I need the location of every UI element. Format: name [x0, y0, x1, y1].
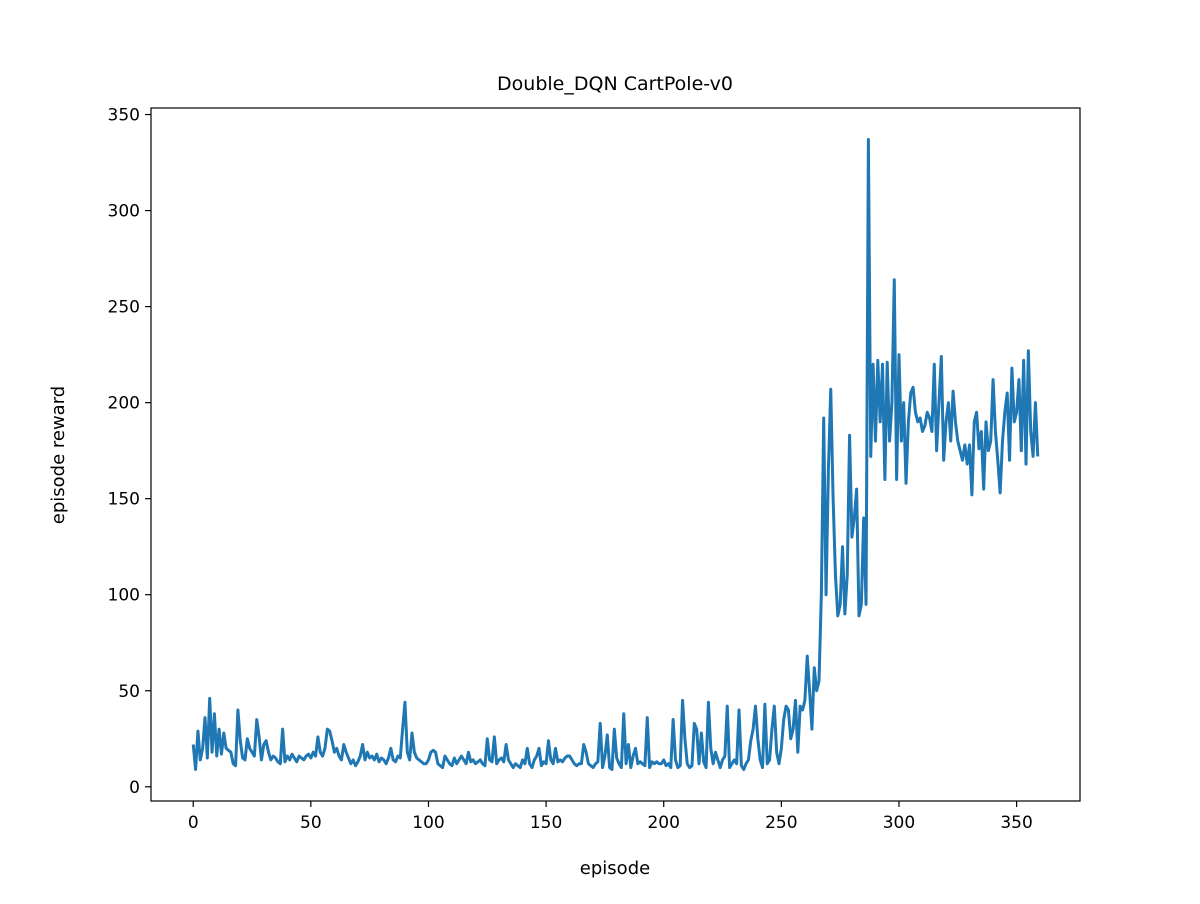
y-tick-label: 250 — [108, 298, 140, 318]
x-tick-label: 150 — [530, 813, 562, 833]
plot-area — [191, 138, 1040, 771]
x-tick-label: 300 — [883, 813, 915, 833]
series-line-0 — [191, 138, 1040, 771]
x-tick-label: 200 — [647, 813, 679, 833]
x-axis-label: episode — [580, 858, 650, 879]
x-tick-label: 250 — [765, 813, 797, 833]
x-tick-label: 350 — [1000, 813, 1032, 833]
y-tick-label: 350 — [108, 106, 140, 126]
y-tick-label: 0 — [129, 778, 140, 798]
x-tick-label: 0 — [188, 813, 199, 833]
x-tick-label: 100 — [412, 813, 444, 833]
y-axis: 0 50 100 150 200 250 300 350 — [108, 106, 151, 798]
y-tick-label: 100 — [108, 586, 140, 606]
chart-title: Double_DQN CartPole-v0 — [497, 73, 733, 95]
y-tick-label: 50 — [118, 682, 140, 702]
y-tick-label: 200 — [108, 394, 140, 414]
y-tick-label: 150 — [108, 490, 140, 510]
x-axis: 0 50 100 150 200 250 300 350 — [188, 801, 1033, 833]
y-axis-label: episode reward — [48, 386, 69, 524]
axes-frame — [150, 107, 1081, 802]
x-tick-label: 50 — [300, 813, 322, 833]
y-tick-label: 300 — [108, 202, 140, 222]
